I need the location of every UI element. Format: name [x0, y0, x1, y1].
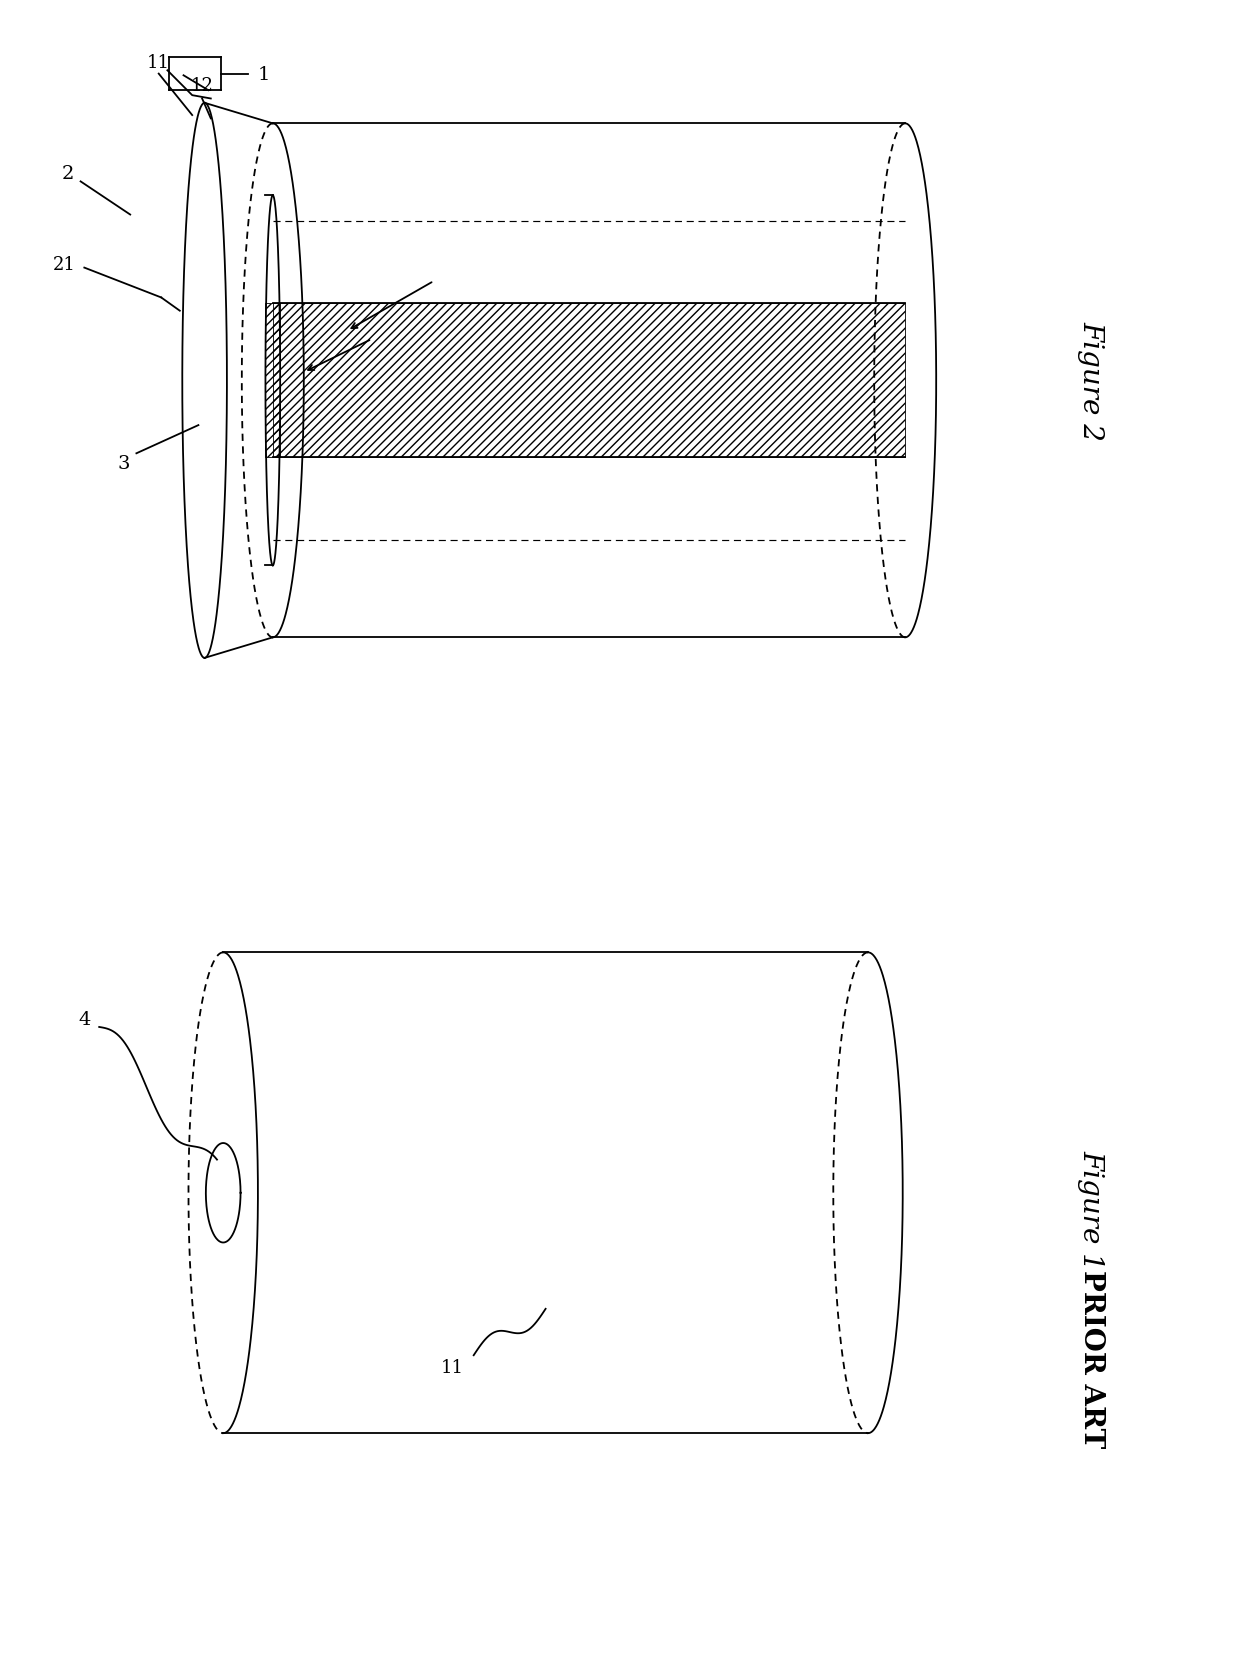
Bar [273, 305, 905, 457]
Text: Figure 1: Figure 1 [1078, 1150, 1105, 1269]
Text: 21: 21 [53, 257, 76, 273]
Text: PRIOR ART: PRIOR ART [1078, 1269, 1105, 1448]
Text: Figure 2: Figure 2 [1078, 321, 1105, 441]
Text: 11: 11 [441, 1359, 464, 1375]
Text: 12: 12 [191, 78, 213, 94]
Text: 2: 2 [62, 166, 74, 182]
Bar [265, 305, 280, 457]
Text: 4: 4 [78, 1011, 91, 1027]
Text: 11: 11 [148, 55, 170, 71]
Text: 3: 3 [118, 456, 130, 472]
Text: 1: 1 [258, 66, 270, 83]
